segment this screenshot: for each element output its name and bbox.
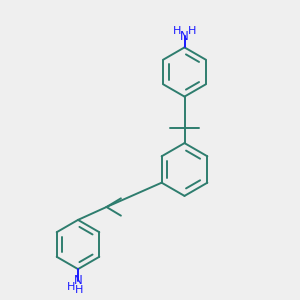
Text: N: N <box>180 29 189 43</box>
Text: H: H <box>75 285 84 295</box>
Text: H: H <box>188 26 196 36</box>
Text: N: N <box>74 274 82 287</box>
Text: H: H <box>173 26 181 36</box>
Text: H: H <box>67 282 76 292</box>
